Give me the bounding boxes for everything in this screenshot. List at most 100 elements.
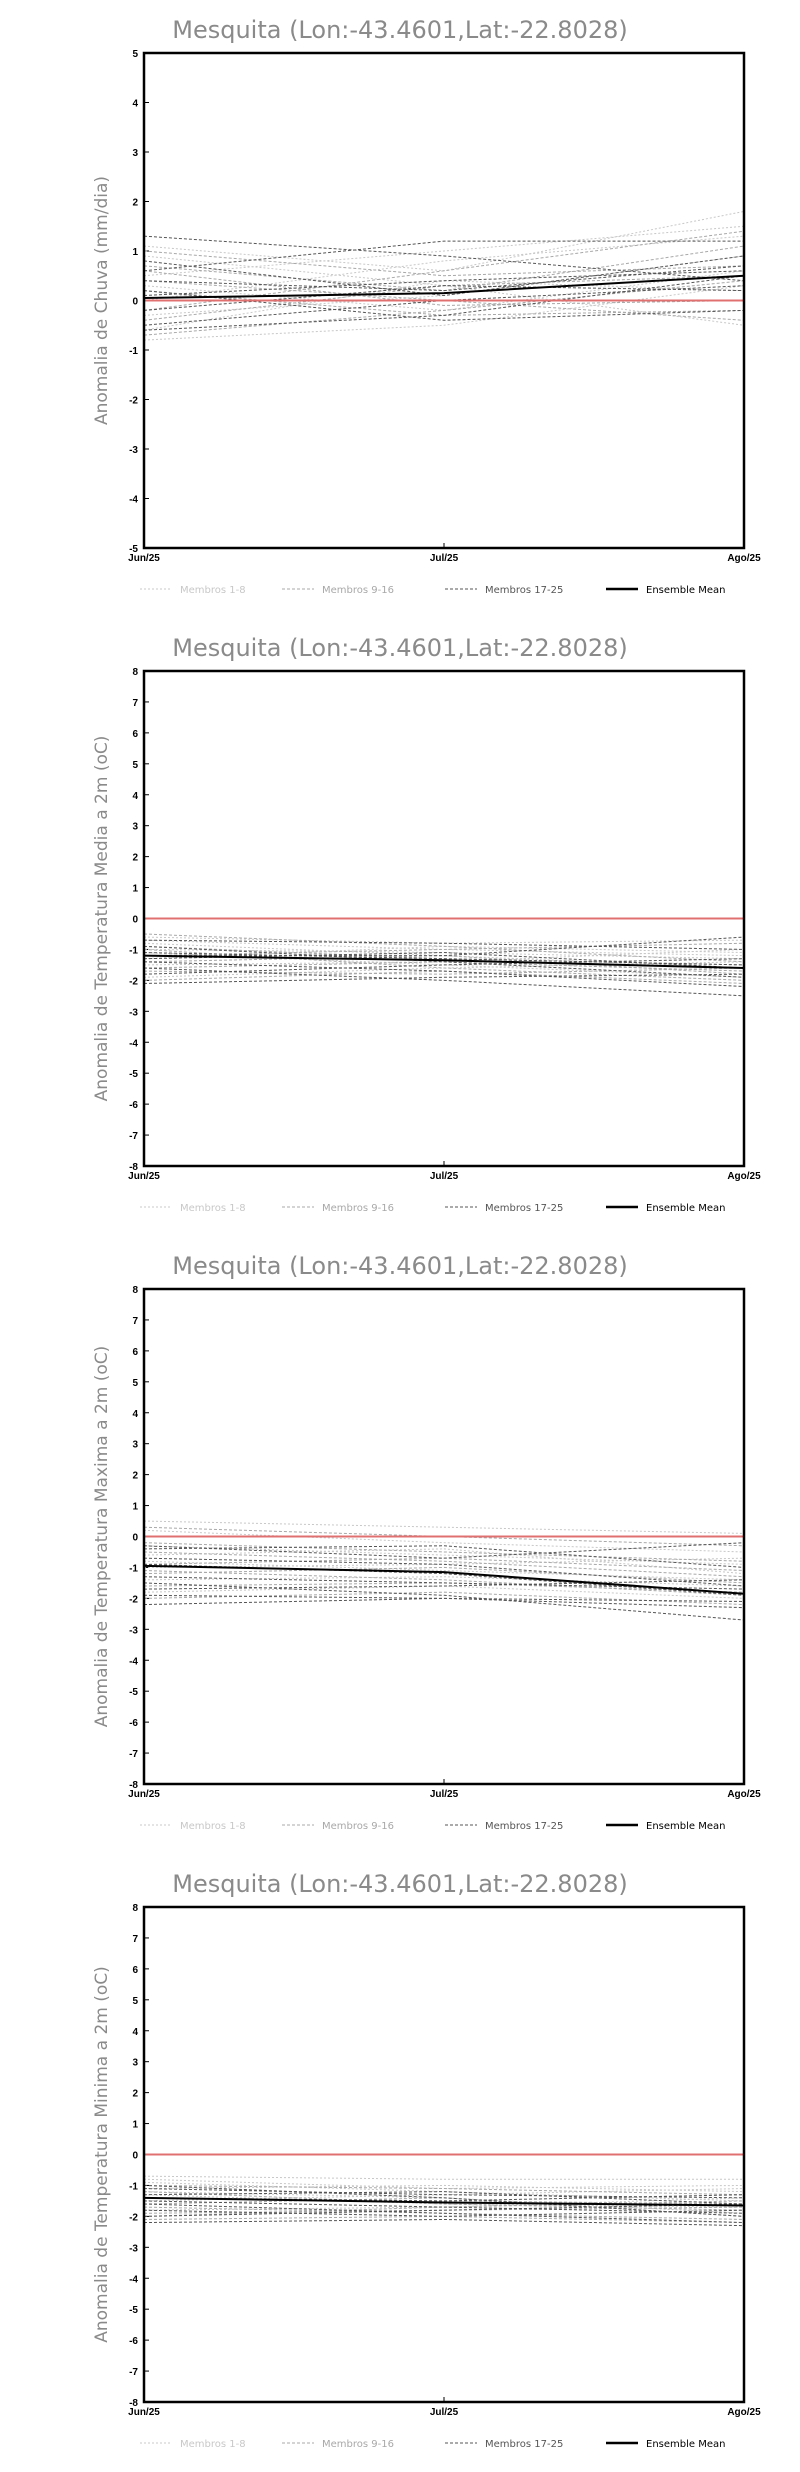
y-tick-label: 1 — [132, 884, 138, 895]
member-line — [144, 1529, 744, 1553]
y-tick-label: 7 — [132, 1316, 138, 1327]
series-group — [144, 933, 744, 997]
member-line — [144, 2218, 744, 2227]
member-line — [144, 285, 744, 311]
legend-label: Membros 17-25 — [485, 1203, 563, 1214]
legend-label: Membros 1-8 — [180, 1821, 246, 1832]
y-tick-label: -5 — [129, 544, 138, 555]
y-tick-label: 3 — [132, 148, 138, 159]
y-tick-label: 2 — [132, 2089, 138, 2100]
y-tick-label: -4 — [129, 495, 138, 506]
series-group — [144, 210, 744, 341]
member-line — [144, 933, 744, 963]
ensemble-mean-line — [144, 1564, 744, 1595]
plot-frame — [142, 51, 746, 550]
member-line — [144, 240, 744, 272]
member-line — [144, 2175, 744, 2180]
y-tick-label: -5 — [129, 2305, 138, 2316]
y-tick-label: -4 — [129, 2274, 138, 2285]
member-line — [144, 936, 744, 957]
y-tick-label: -7 — [129, 1749, 138, 1760]
y-axis-label: Anomalia de Temperatura Minima a 2m (oC) — [92, 1966, 112, 2343]
member-line — [144, 1579, 744, 1590]
y-tick-label: -3 — [129, 1007, 138, 1018]
y-tick-label: -7 — [129, 1131, 138, 1142]
y-tick-label: -3 — [129, 445, 138, 456]
chart-panel: Mesquita (Lon:-43.4601,Lat:-22.8028) Anom… — [0, 1236, 800, 1854]
legend-label: Membros 9-16 — [322, 1203, 394, 1214]
y-tick-label: 4 — [132, 791, 138, 802]
member-line — [144, 1520, 744, 1534]
series-group — [144, 1520, 744, 1621]
legend-label: Membros 9-16 — [322, 585, 394, 596]
chart-svg: Mesquita (Lon:-43.4601,Lat:-22.8028) Anom… — [92, 16, 761, 596]
y-tick-label: 6 — [132, 1965, 138, 1976]
member-line — [144, 1545, 744, 1568]
ensemble-mean-line — [144, 274, 744, 300]
member-line — [144, 285, 744, 341]
member-line — [144, 225, 744, 277]
y-tick-label: 8 — [132, 667, 138, 678]
legend-label: Membros 1-8 — [180, 2439, 246, 2450]
y-tick-label: 1 — [132, 1502, 138, 1513]
chart-svg: Mesquita (Lon:-43.4601,Lat:-22.8028) Anom… — [92, 634, 761, 1214]
legend-label: Membros 17-25 — [485, 1821, 563, 1832]
ensemble-mean-line — [144, 954, 744, 969]
chart-title: Mesquita (Lon:-43.4601,Lat:-22.8028) — [172, 1252, 628, 1280]
member-line — [144, 2203, 744, 2224]
member-line — [144, 958, 744, 975]
y-tick-label: 7 — [132, 698, 138, 709]
member-line — [144, 1545, 744, 1565]
legend-label: Membros 17-25 — [485, 2439, 563, 2450]
member-line — [144, 967, 744, 997]
plot-frame — [142, 669, 746, 1168]
y-tick-label: 2 — [132, 198, 138, 209]
member-line — [144, 961, 744, 988]
y-tick-label: -7 — [129, 2367, 138, 2378]
y-axis-label: Anomalia de Temperatura Maxima a 2m (oC) — [92, 1346, 112, 1728]
plot-frame — [142, 1287, 746, 1786]
y-tick-label: 5 — [132, 1378, 138, 1389]
member-line — [144, 942, 744, 957]
y-tick-label: 7 — [132, 1934, 138, 1945]
x-tick-label: Jun/25 — [128, 2407, 160, 2418]
member-line — [144, 2184, 744, 2196]
legend-label: Ensemble Mean — [646, 585, 725, 596]
chart-svg: Mesquita (Lon:-43.4601,Lat:-22.8028) Anom… — [92, 1870, 761, 2450]
y-tick-label: 0 — [132, 2151, 138, 2162]
y-tick-label: 1 — [132, 247, 138, 258]
y-tick-label: 0 — [132, 297, 138, 308]
y-tick-label: -4 — [129, 1656, 138, 1667]
legend-label: Ensemble Mean — [646, 2439, 725, 2450]
legend-label: Membros 9-16 — [322, 2439, 394, 2450]
y-tick-label: -3 — [129, 2243, 138, 2254]
y-tick-label: -1 — [129, 945, 138, 956]
member-line — [144, 1542, 744, 1559]
y-tick-label: 5 — [132, 760, 138, 771]
legend-label: Ensemble Mean — [646, 1203, 725, 1214]
y-tick-label: -3 — [129, 1625, 138, 1636]
x-tick-label: Jun/25 — [128, 1789, 160, 1800]
member-line — [144, 2200, 744, 2214]
member-line — [144, 270, 744, 306]
x-tick-label: Ago/25 — [727, 2407, 761, 2418]
y-tick-label: 6 — [132, 1347, 138, 1358]
member-line — [144, 1582, 744, 1621]
y-tick-label: 0 — [132, 1533, 138, 1544]
member-line — [144, 2203, 744, 2217]
member-line — [144, 2178, 744, 2190]
member-line — [144, 265, 744, 292]
y-tick-label: 2 — [132, 1471, 138, 1482]
member-line — [144, 2191, 744, 2211]
member-line — [144, 255, 744, 297]
member-line — [144, 1566, 744, 1584]
y-tick-label: -4 — [129, 1038, 138, 1049]
y-tick-label: 2 — [132, 853, 138, 864]
y-tick-label: -8 — [129, 2398, 138, 2409]
x-tick-label: Jul/25 — [430, 2407, 459, 2418]
y-tick-label: 3 — [132, 1440, 138, 1451]
legend-label: Membros 17-25 — [485, 585, 563, 596]
member-line — [144, 1560, 744, 1581]
y-tick-label: 3 — [132, 2058, 138, 2069]
legend-label: Membros 1-8 — [180, 585, 246, 596]
